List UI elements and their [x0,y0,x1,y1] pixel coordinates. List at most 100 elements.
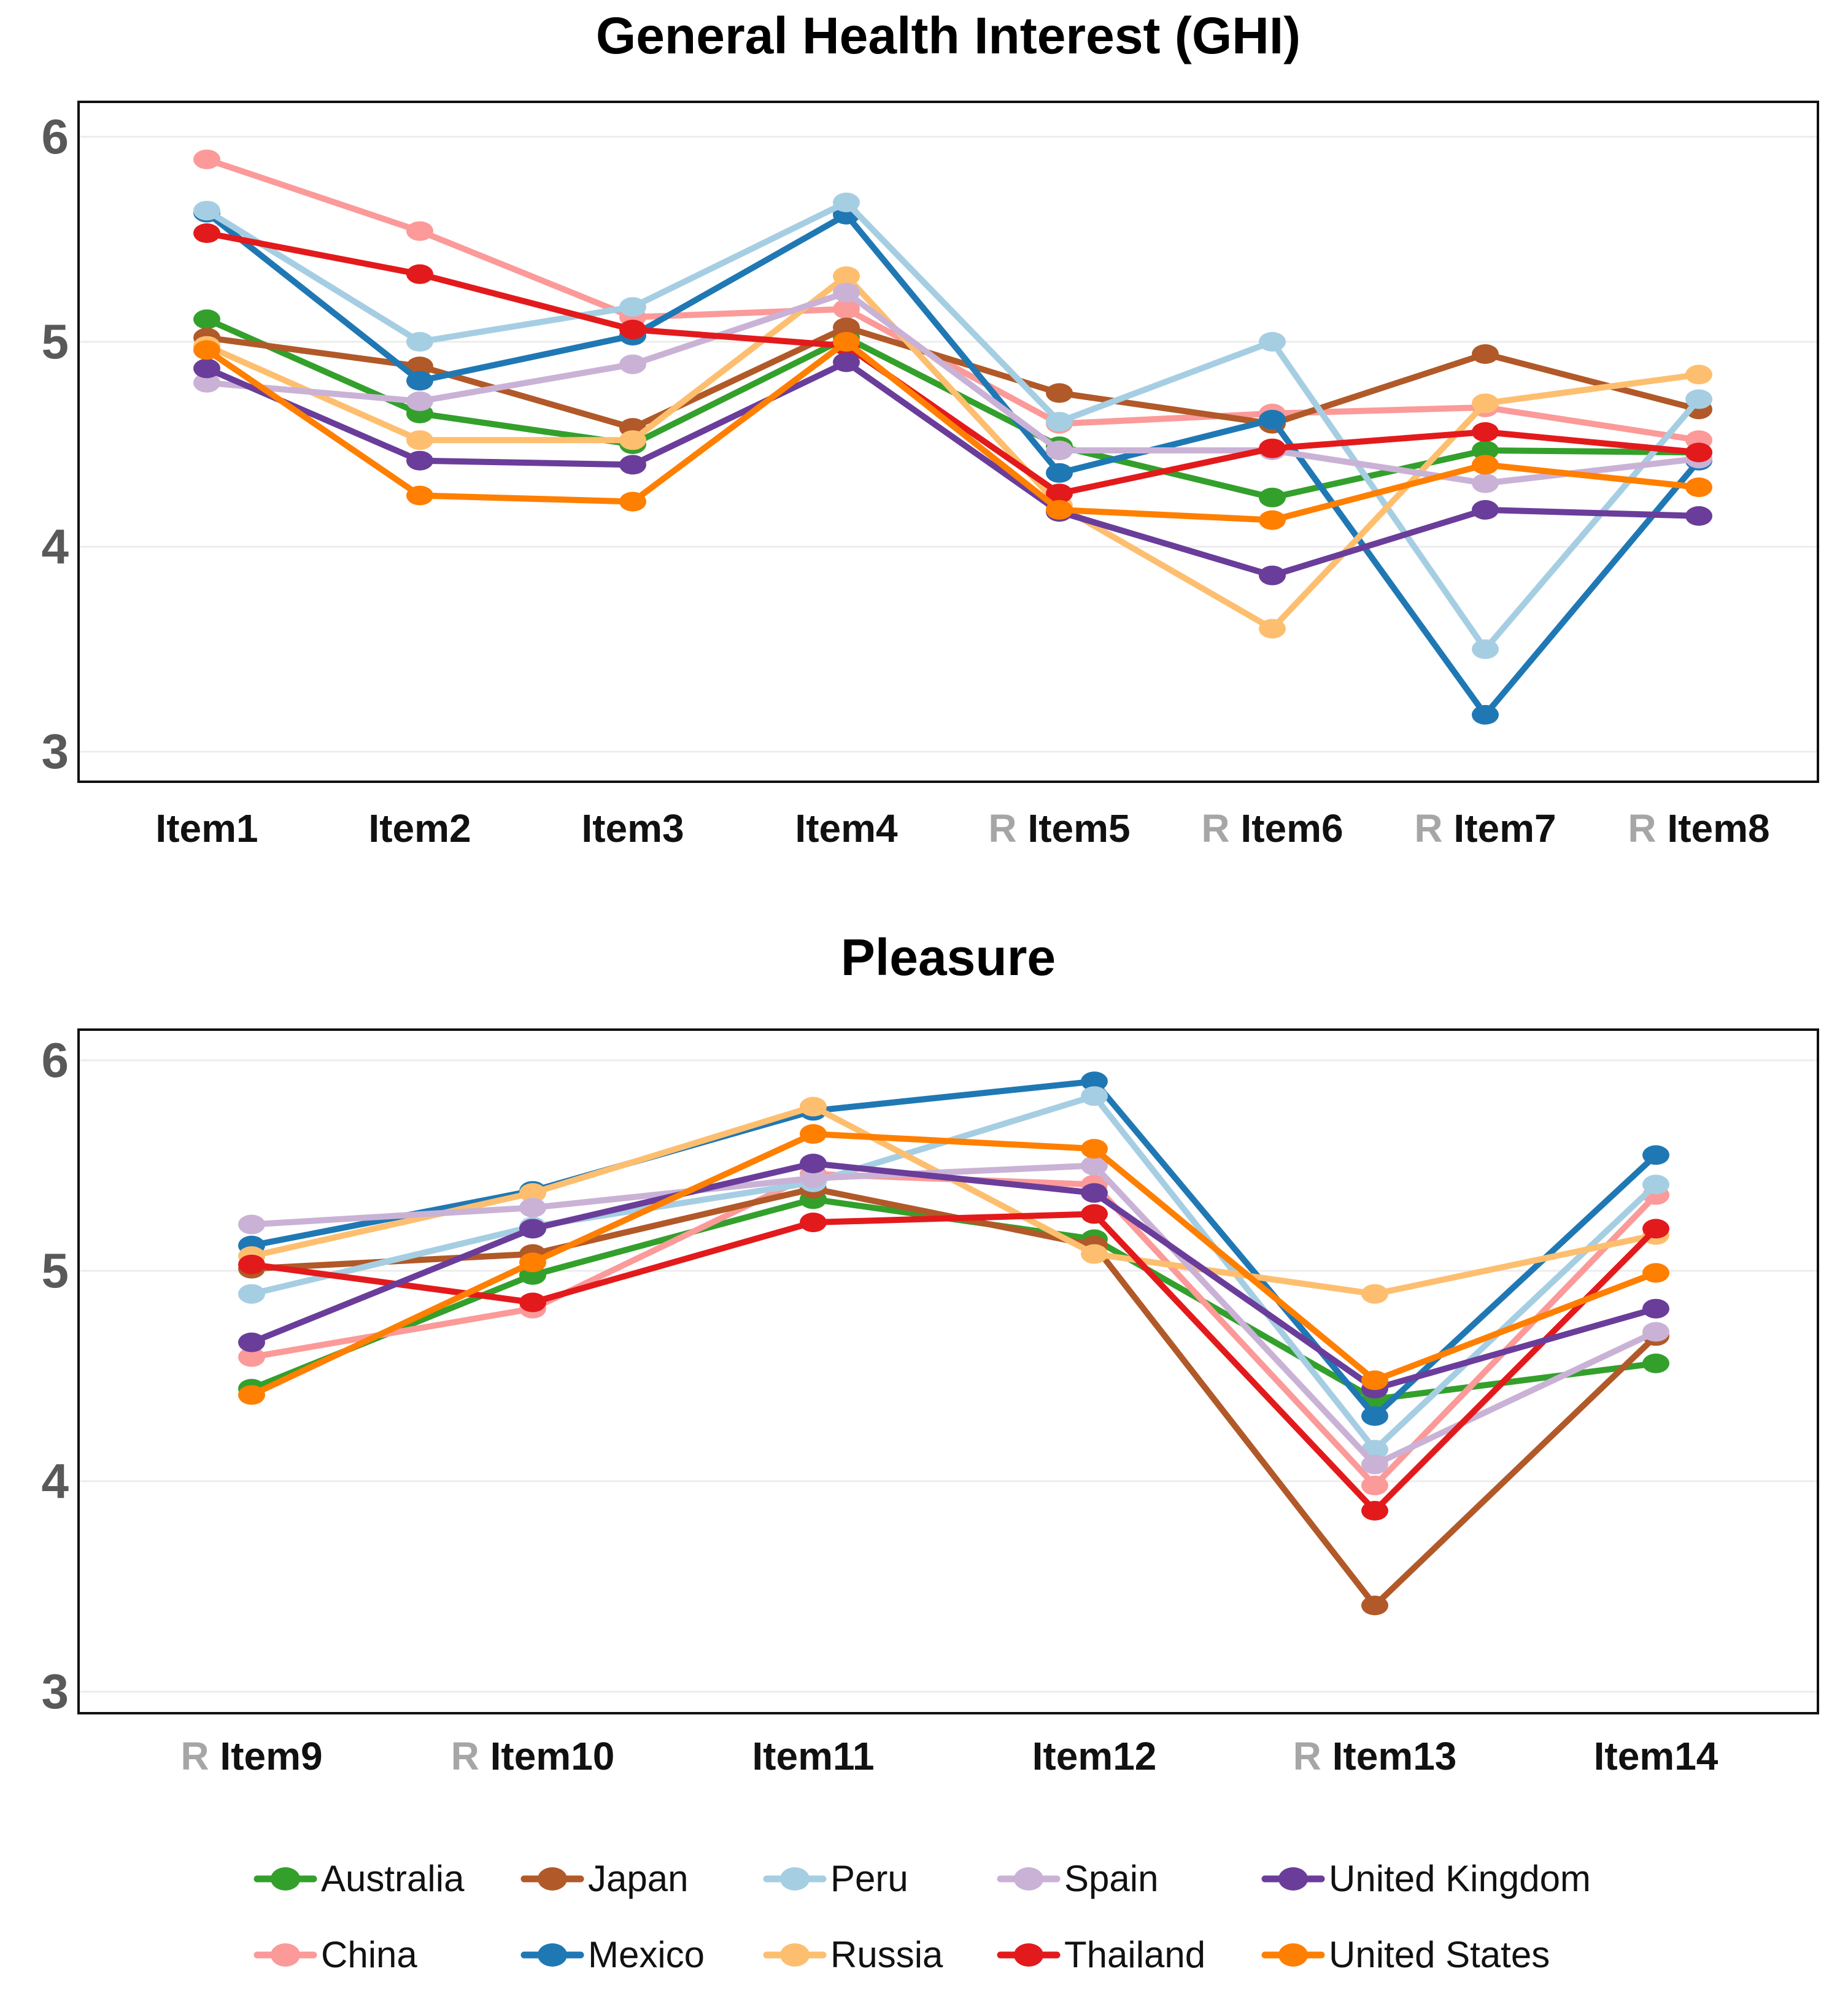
data-point-marker [1081,1155,1108,1176]
item-label-text: Item9 [220,1734,323,1778]
item-label-text: Item4 [795,806,898,850]
item-label-text: Item10 [490,1734,615,1778]
x-axis-label-item12: Item12 [947,1727,1242,1786]
data-point-marker [519,1292,546,1313]
y-tick-label: 3 [41,1664,69,1719]
data-point-marker [1685,364,1712,385]
data-point-marker [619,455,646,475]
data-point-marker [1685,477,1712,498]
series-line [249,1093,1659,1453]
data-point-marker [833,332,860,352]
series-line [249,1186,1659,1609]
data-point-marker [833,299,860,319]
data-point-marker [619,354,646,374]
legend-marker-icon [763,1867,827,1891]
data-point-marker [800,1124,827,1144]
data-point-marker [619,430,646,450]
x-axis-label-item7: R Item7 [1338,799,1633,858]
data-point-marker [406,357,433,377]
data-point-marker [1046,441,1073,460]
data-point-marker [1259,565,1286,585]
data-point-marker [193,149,220,169]
data-point-marker [406,332,433,352]
series-japan [193,317,1712,438]
series-united-states [193,332,1712,530]
data-point-marker [1361,1501,1388,1521]
data-point-marker [1081,1086,1108,1106]
x-axis-label-item11: Item11 [666,1727,961,1786]
data-point-marker [406,264,433,284]
series-line [204,209,1702,718]
data-point-marker [519,1198,546,1218]
data-point-marker [238,1214,265,1235]
x-axis-label-item13: R Item13 [1227,1727,1522,1786]
series-spain [238,1155,1669,1475]
legend-label: United States [1329,1934,1550,1975]
data-point-marker [1642,1219,1669,1239]
data-point-marker [1361,1406,1388,1426]
item-label-text: Item3 [581,806,684,850]
reversed-item-prefix: R [1293,1734,1332,1778]
data-point-marker [619,297,646,317]
legend-marker-icon [1261,1943,1325,1967]
legend-label: Russia [830,1934,943,1975]
legend-label: Mexico [588,1934,705,1975]
data-point-marker [833,352,860,372]
data-point-marker [1472,344,1499,364]
data-point-marker [833,192,860,212]
item-label-text: Item8 [1667,806,1770,850]
series-line [249,1211,1659,1514]
x-axis-label-item1: Item1 [60,799,354,858]
data-point-marker [1081,1204,1108,1224]
series-line [249,1162,1659,1468]
data-point-marker [1046,383,1073,403]
series-line [249,1131,1659,1398]
data-point-marker [193,201,220,221]
data-point-marker [1259,487,1286,507]
data-point-marker [193,223,220,243]
item-label-text: Item2 [368,806,471,850]
data-point-marker [1046,484,1073,504]
data-point-marker [406,485,433,506]
data-point-marker [1642,1353,1669,1373]
data-point-marker [1472,393,1499,414]
data-point-marker [519,1183,546,1203]
data-point-marker [1472,499,1499,520]
legend-marker-icon [997,1943,1061,1967]
series-russia [238,1097,1669,1304]
series-line [204,324,1702,431]
data-point-marker [1259,619,1286,639]
data-point-marker [406,391,433,411]
data-point-marker [238,1254,265,1274]
data-point-marker [406,371,433,391]
x-axis-label-item14: Item14 [1509,1727,1803,1786]
chart-title-ghi: General Health Interest (GHI) [595,7,1301,64]
legend-marker-icon [253,1943,317,1967]
legend-label: Australia [321,1858,465,1899]
data-point-marker [1081,1183,1108,1203]
data-point-marker [519,1252,546,1273]
legend-label: Thailand [1064,1934,1206,1975]
series-line [249,1160,1659,1392]
series-united-states [238,1124,1669,1405]
data-point-marker [193,309,220,330]
data-point-marker [1685,442,1712,463]
reversed-item-prefix: R [988,806,1028,850]
data-point-marker [238,1347,265,1367]
x-axis-label-item10: R Item10 [385,1727,680,1786]
x-axis-label-item5: R Item5 [912,799,1207,858]
legend-marker-icon [1261,1867,1325,1891]
legend-label: Japan [588,1858,689,1899]
y-tick-label: 5 [41,1243,69,1298]
series-united-kingdom [193,352,1712,585]
y-tick-label: 4 [41,1454,69,1508]
data-point-marker [1685,506,1712,526]
data-point-marker [1642,1174,1669,1195]
legend-label: China [321,1934,417,1975]
item-label-text: Item7 [1453,806,1556,850]
reversed-item-prefix: R [1414,806,1454,850]
x-axis-label-item2: Item2 [273,799,567,858]
plot-area-ghi [77,101,1819,783]
data-point-marker [833,266,860,287]
